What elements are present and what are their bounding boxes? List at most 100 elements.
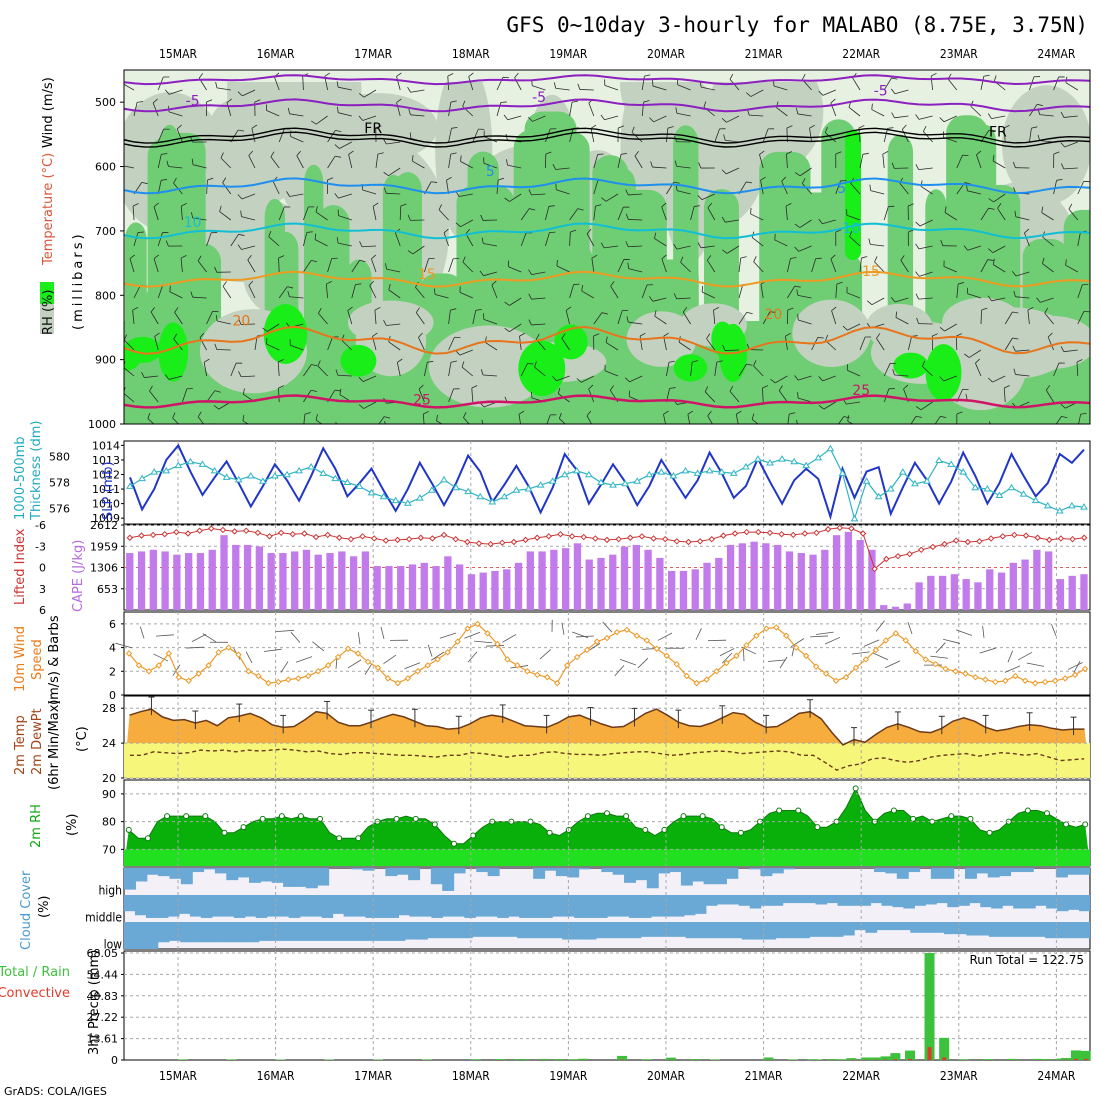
cloud-bar-middle bbox=[552, 895, 564, 917]
cloud-bar-low bbox=[359, 922, 372, 941]
wind-barb bbox=[448, 258, 454, 273]
cloud-bar-middle bbox=[738, 895, 751, 906]
temp-tick-label: 24 bbox=[102, 737, 116, 750]
wind-barb bbox=[726, 245, 740, 254]
cloud-bar-low bbox=[831, 922, 844, 937]
cloud-bar-low bbox=[921, 922, 934, 933]
cloud-bar-low bbox=[988, 922, 1001, 937]
cloud-bar-middle bbox=[628, 895, 641, 918]
upper-air-frame bbox=[123, 69, 1091, 425]
wind-barb bbox=[1015, 374, 1030, 377]
rh-2m-point bbox=[450, 840, 457, 847]
thickness-point bbox=[464, 487, 473, 495]
cloud-bar-middle bbox=[782, 895, 795, 904]
wind-barb bbox=[851, 651, 870, 655]
cloud-bar-low bbox=[977, 922, 990, 936]
wind-barb-flag bbox=[704, 386, 709, 392]
wind-barb-flag bbox=[152, 98, 158, 104]
wind-barb-flag bbox=[736, 410, 742, 415]
cloud-bar-high bbox=[942, 868, 955, 879]
credit-label: GrADS: COLA/IGES bbox=[4, 1085, 107, 1098]
rh-2m-point bbox=[125, 826, 132, 833]
thickness-point bbox=[693, 469, 702, 476]
cape-bar bbox=[1080, 574, 1088, 610]
wind-barb-flag bbox=[1045, 385, 1051, 391]
lifted-index-point bbox=[952, 537, 960, 544]
wind-barb bbox=[894, 115, 909, 119]
wind-barb-flag bbox=[667, 126, 674, 129]
thickness-point bbox=[174, 461, 183, 469]
rh-2m-point bbox=[470, 832, 477, 839]
cloud-level-label: middle bbox=[85, 911, 122, 925]
wind-barb bbox=[787, 285, 796, 299]
wind-barb bbox=[970, 106, 982, 117]
rh-2m-point bbox=[317, 815, 324, 822]
wind-barb bbox=[241, 193, 256, 200]
wind-speed-point bbox=[872, 646, 880, 654]
rh-2m-point bbox=[1024, 807, 1031, 814]
wind-barb bbox=[991, 427, 1005, 428]
cloud-bar-high bbox=[192, 868, 205, 873]
wind-barb-flag bbox=[479, 270, 484, 276]
wind-barb-flag bbox=[753, 256, 757, 262]
wind-barb bbox=[631, 132, 643, 143]
cloud-bar-low bbox=[1000, 922, 1012, 937]
cloud-bar-low bbox=[910, 922, 923, 933]
lifted-index-point bbox=[790, 531, 797, 539]
wind-barb-flag bbox=[1011, 271, 1017, 277]
wind-barb bbox=[472, 128, 479, 143]
lifted-index-point bbox=[359, 533, 366, 540]
cape-bar bbox=[585, 559, 593, 610]
lifted-index-point bbox=[1046, 536, 1053, 544]
wind-barb bbox=[157, 284, 164, 299]
wind-barb bbox=[1055, 416, 1062, 424]
wind-barb bbox=[874, 261, 885, 273]
cape-bar bbox=[397, 566, 405, 610]
cape-bar bbox=[668, 570, 676, 610]
isotherm-25 bbox=[124, 394, 1090, 409]
wind-barb bbox=[327, 336, 333, 351]
wind-barb bbox=[713, 310, 716, 325]
cloud-bar-low bbox=[314, 922, 327, 941]
wind-barb-flag bbox=[557, 387, 561, 394]
isotherm-label: 5 bbox=[486, 164, 495, 180]
cloud-bar-low bbox=[887, 922, 900, 931]
wind-speed-point bbox=[892, 630, 900, 637]
cloud-bar-low bbox=[236, 922, 249, 943]
wind-barb-flag bbox=[830, 98, 836, 104]
wind-barb-flag bbox=[314, 233, 317, 240]
cloud-bar-high bbox=[908, 868, 921, 873]
cape-bar bbox=[550, 549, 558, 610]
cloud-bar-low bbox=[730, 922, 743, 939]
rh-field-mid bbox=[1001, 85, 1090, 205]
wind-barb bbox=[115, 642, 133, 649]
wind-barb bbox=[546, 414, 551, 424]
rh-2m-point bbox=[795, 807, 802, 814]
wind-barb-flag bbox=[248, 150, 254, 156]
wind-barb-flag bbox=[965, 393, 968, 400]
cape-bar bbox=[573, 543, 582, 610]
wind-barb bbox=[483, 426, 497, 428]
cape-bar bbox=[561, 548, 570, 610]
wind-barb bbox=[750, 213, 764, 221]
cloud-bar-high bbox=[658, 868, 671, 874]
wind-barb bbox=[605, 342, 619, 351]
wind-barb-flag bbox=[601, 312, 608, 315]
cloud-bar-high bbox=[158, 868, 171, 877]
wind-speed-point bbox=[783, 632, 790, 639]
isotherm-label: 25 bbox=[852, 383, 870, 399]
wind-barb bbox=[240, 323, 256, 325]
wind-barb-flag bbox=[794, 285, 801, 288]
wind-barb-flag bbox=[649, 117, 654, 123]
wind-barb bbox=[980, 76, 985, 91]
wind-barb bbox=[532, 115, 546, 122]
wind-barb-flag bbox=[988, 198, 994, 203]
wind-barb-flag bbox=[830, 254, 836, 260]
cloud-bar-middle bbox=[607, 895, 619, 917]
wind-barb bbox=[362, 375, 377, 382]
wind-barb-flag bbox=[336, 237, 339, 244]
wind-barb bbox=[735, 414, 739, 424]
wind-speed-point bbox=[703, 676, 710, 683]
thickness-point bbox=[343, 478, 352, 485]
wind-barb-flag bbox=[528, 319, 532, 326]
